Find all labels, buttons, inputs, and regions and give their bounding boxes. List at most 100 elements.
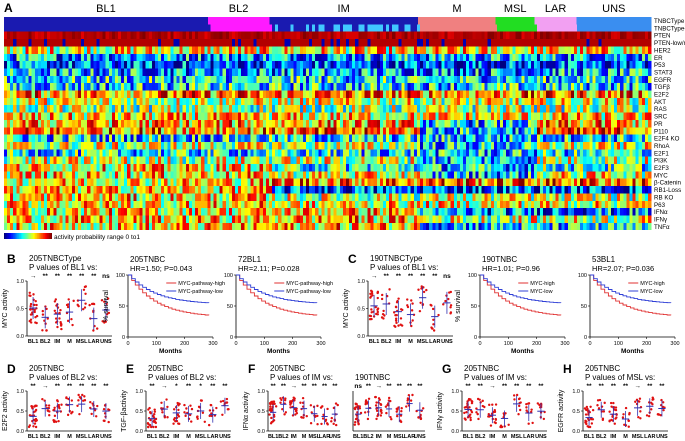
heatmap-cell: [564, 46, 569, 54]
heatmap-cell: [102, 75, 107, 84]
heatmap-cell: [379, 75, 384, 84]
heatmap-cell: [481, 186, 486, 194]
heatmap-cell: [164, 31, 168, 40]
heatmap-cell: [250, 31, 254, 40]
heatmap-cell: [358, 171, 362, 179]
heatmap-cell: [47, 46, 51, 54]
heatmap-cell: [392, 186, 396, 194]
heatmap-cell: [201, 53, 205, 62]
heatmap-cell: [16, 119, 20, 128]
heatmap-cell: [358, 39, 362, 47]
heatmap-cell: [481, 39, 486, 47]
heatmap-cell: [315, 156, 319, 164]
heatmap-cell: [376, 156, 381, 164]
heatmap-cell: [259, 186, 264, 194]
heatmap-cell: [59, 75, 63, 84]
heatmap-cell: [114, 171, 119, 179]
subtype4-cell: [59, 24, 63, 32]
subtype4-cell: [114, 24, 119, 32]
heatmap-cell: [62, 31, 67, 40]
heatmap-cell: [68, 46, 73, 54]
heatmap-cell: [111, 97, 116, 106]
heatmap-cell: [13, 193, 17, 201]
heatmap-cell: [40, 164, 45, 172]
heatmap-cell: [262, 83, 267, 91]
heatmap-cell: [518, 134, 522, 142]
heatmap-cell: [111, 53, 116, 62]
heatmap-cell: [441, 75, 445, 84]
heatmap-cell: [309, 31, 313, 40]
heatmap-cell: [145, 193, 150, 201]
heatmap-cell: [139, 61, 144, 69]
heatmap-cell: [114, 134, 119, 142]
heatmap-cell: [345, 193, 350, 201]
heatmap-cell: [389, 90, 393, 98]
heatmap-cell: [589, 61, 593, 69]
heatmap-cell: [546, 90, 550, 98]
heatmap-cell: [108, 164, 113, 172]
heatmap-cell: [647, 61, 652, 69]
heatmap-cell: [490, 39, 495, 47]
heatmap-cell: [342, 164, 347, 172]
heatmap-cell: [533, 156, 538, 164]
heatmap-cell: [290, 75, 295, 84]
heatmap-cell: [463, 39, 467, 47]
heatmap-cell: [515, 156, 519, 164]
heatmap-cell: [373, 39, 378, 47]
heatmap-cell: [121, 186, 125, 194]
heatmap-cell: [527, 97, 532, 106]
heatmap-cell: [210, 75, 214, 84]
heatmap-cell: [25, 134, 30, 142]
heatmap-cell: [629, 156, 633, 164]
heatmap-cell: [635, 83, 640, 91]
heatmap-cell: [117, 164, 122, 172]
heatmap-cell: [524, 119, 529, 128]
heatmap-cell: [259, 119, 264, 128]
heatmap-cell: [265, 119, 270, 128]
heatmap-cell: [592, 134, 596, 142]
heatmap-cell: [641, 61, 646, 69]
heatmap-cell: [500, 61, 504, 69]
heatmap-cell: [31, 68, 36, 76]
heatmap-cell: [447, 127, 452, 135]
heatmap-cell: [4, 149, 8, 157]
heatmap-cell: [164, 75, 168, 84]
heatmap-cell: [293, 164, 298, 172]
heatmap-cell: [268, 97, 273, 106]
heatmap-cell: [19, 105, 23, 113]
heatmap-cell: [333, 68, 338, 76]
heatmap-cell: [90, 112, 94, 120]
heatmap-cell: [632, 46, 636, 54]
heatmap-cell: [540, 39, 544, 47]
heatmap-cell: [25, 39, 30, 47]
heatmap-cell: [386, 156, 390, 164]
heatmap-cell: [447, 46, 452, 54]
heatmap-cell: [389, 149, 393, 157]
heatmap-cell: [167, 61, 171, 69]
heatmap-cell: [342, 127, 347, 135]
heatmap-cell: [47, 119, 51, 128]
heatmap-cell: [327, 134, 331, 142]
heatmap-cell: [37, 186, 42, 194]
heatmap-cell: [161, 46, 165, 54]
heatmap-cell: [179, 61, 184, 69]
heatmap-cell: [373, 171, 378, 179]
heatmap-cell: [589, 68, 593, 76]
heatmap-cell: [19, 97, 23, 106]
heatmap-cell: [543, 68, 547, 76]
heatmap-cell: [410, 105, 415, 113]
heatmap-cell: [142, 193, 147, 201]
heatmap-cell: [518, 75, 522, 84]
subtype4-cell: [145, 24, 150, 32]
heatmap-cell: [309, 171, 313, 179]
heatmap-cell: [309, 149, 313, 157]
heatmap-cell: [438, 97, 442, 106]
heatmap-cell: [148, 75, 153, 84]
heatmap-cell: [638, 75, 643, 84]
heatmap-cell: [604, 31, 609, 40]
heatmap-cell: [549, 39, 553, 47]
heatmap-cell: [164, 105, 168, 113]
heatmap-cell: [617, 68, 621, 76]
heatmap-cell: [503, 178, 507, 187]
heatmap-cell: [478, 53, 482, 62]
